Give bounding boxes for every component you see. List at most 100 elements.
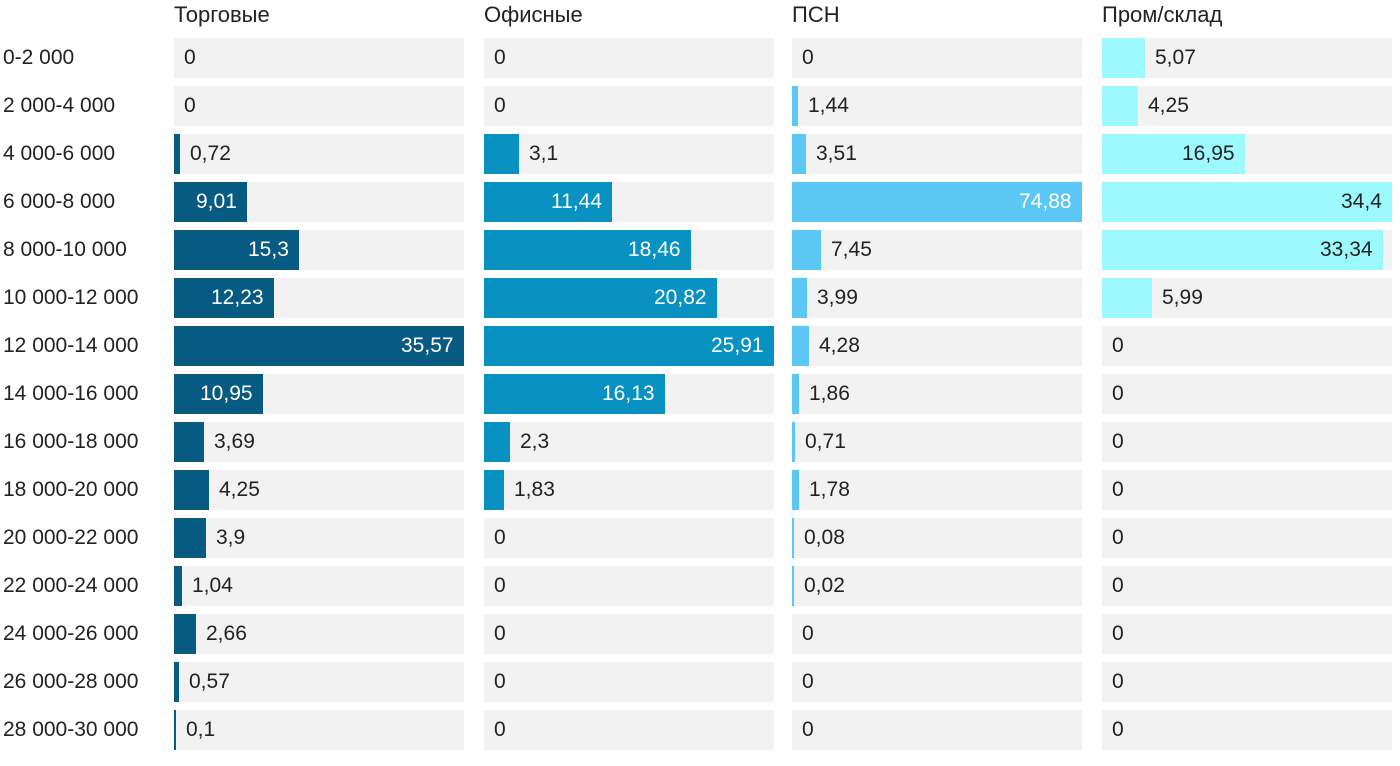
bar-track: 25,91 [484,326,774,366]
value-label: 0 [494,94,506,117]
bar-track: 9,01 [174,182,464,222]
row-label: 12 000-14 000 [3,334,139,357]
row-label: 0-2 000 [3,46,75,69]
value-label: 34,4 [1341,190,1382,213]
row-label: 26 000-28 000 [3,670,139,693]
bar-track: 33,34 [1102,230,1392,270]
value-label: 10,95 [200,382,253,405]
bar-track: 0 [484,86,774,126]
value-label: 15,3 [248,238,289,261]
bar-track: 0 [1102,518,1392,558]
value-label: 33,34 [1320,238,1373,261]
series-title: ПСН [792,2,840,27]
bar-track: 0,08 [792,518,1082,558]
bar-track: 16,13 [484,374,774,414]
row-label: 24 000-26 000 [3,622,139,645]
value-label: 0 [1112,478,1124,501]
bar-track: 0 [484,518,774,558]
bar-track: 16,95 [1102,134,1392,174]
value-label: 25,91 [711,334,764,357]
bar [1102,134,1245,174]
value-label: 0,02 [804,574,845,597]
bar [792,422,795,462]
value-label: 3,69 [214,430,255,453]
value-label: 0 [494,670,506,693]
bar [174,662,179,702]
value-label: 12,23 [211,286,264,309]
value-label: 0 [1112,622,1124,645]
value-label: 0 [494,622,506,645]
bar [174,566,182,606]
bar-track: 3,69 [174,422,464,462]
row-label: 6 000-8 000 [3,190,116,213]
bar [1102,86,1138,126]
bar-track: 0 [484,38,774,78]
bar [484,470,504,510]
bar [484,326,774,366]
bar-track: 0 [1102,662,1392,702]
value-label: 1,83 [514,478,555,501]
bar-track: 20,82 [484,278,774,318]
row-label: 16 000-18 000 [3,430,139,453]
bar [174,518,206,558]
row-label: 10 000-12 000 [3,286,139,309]
value-label: 0 [1112,430,1124,453]
value-label: 0,57 [189,670,230,693]
bar [484,230,691,270]
bar-track: 0 [1102,470,1392,510]
value-label: 3,1 [529,142,559,165]
bar-track: 2,3 [484,422,774,462]
bar [174,614,196,654]
value-label: 0 [494,526,506,549]
value-label: 9,01 [196,190,237,213]
bar-track: 0 [792,614,1082,654]
bar-track: 1,04 [174,566,464,606]
bar [484,422,510,462]
bar-track: 12,23 [174,278,464,318]
value-label: 0 [1112,670,1124,693]
bar-track: 0 [174,86,464,126]
bar-track: 1,86 [792,374,1082,414]
value-label: 1,44 [808,94,849,117]
bar [174,422,204,462]
bar [792,182,1082,222]
value-label: 2,66 [206,622,247,645]
bar-track: 5,07 [1102,38,1392,78]
bar-track: 0 [484,566,774,606]
bar [484,134,519,174]
value-label: 74,88 [1019,190,1072,213]
value-label: 0 [1112,334,1124,357]
bar-track: 2,66 [174,614,464,654]
bar-track: 15,3 [174,230,464,270]
bar [174,374,263,414]
bar [174,278,274,318]
bar [792,566,794,606]
value-label: 4,28 [819,334,860,357]
bar-track: 0 [792,38,1082,78]
value-label: 0,08 [804,526,845,549]
bar-track: 74,88 [792,182,1082,222]
value-label: 2,3 [520,430,550,453]
bar-track: 0 [792,662,1082,702]
bar-track: 3,9 [174,518,464,558]
value-label: 3,99 [817,286,858,309]
series-title: Торговые [174,2,270,27]
value-label: 0 [1112,382,1124,405]
bar-track: 0 [1102,326,1392,366]
value-label: 0 [494,574,506,597]
bar [484,374,665,414]
bar [792,518,794,558]
row-label: 28 000-30 000 [3,718,139,741]
bar-track: 0 [1102,566,1392,606]
bar [792,86,798,126]
bar [792,326,809,366]
bar-track: 0,72 [174,134,464,174]
value-label: 1,04 [192,574,233,597]
bar-track: 0 [174,38,464,78]
bar [174,710,176,750]
bar-track: 3,99 [792,278,1082,318]
bar-track: 0 [1102,710,1392,750]
row-label: 22 000-24 000 [3,574,139,597]
bar [1102,38,1145,78]
